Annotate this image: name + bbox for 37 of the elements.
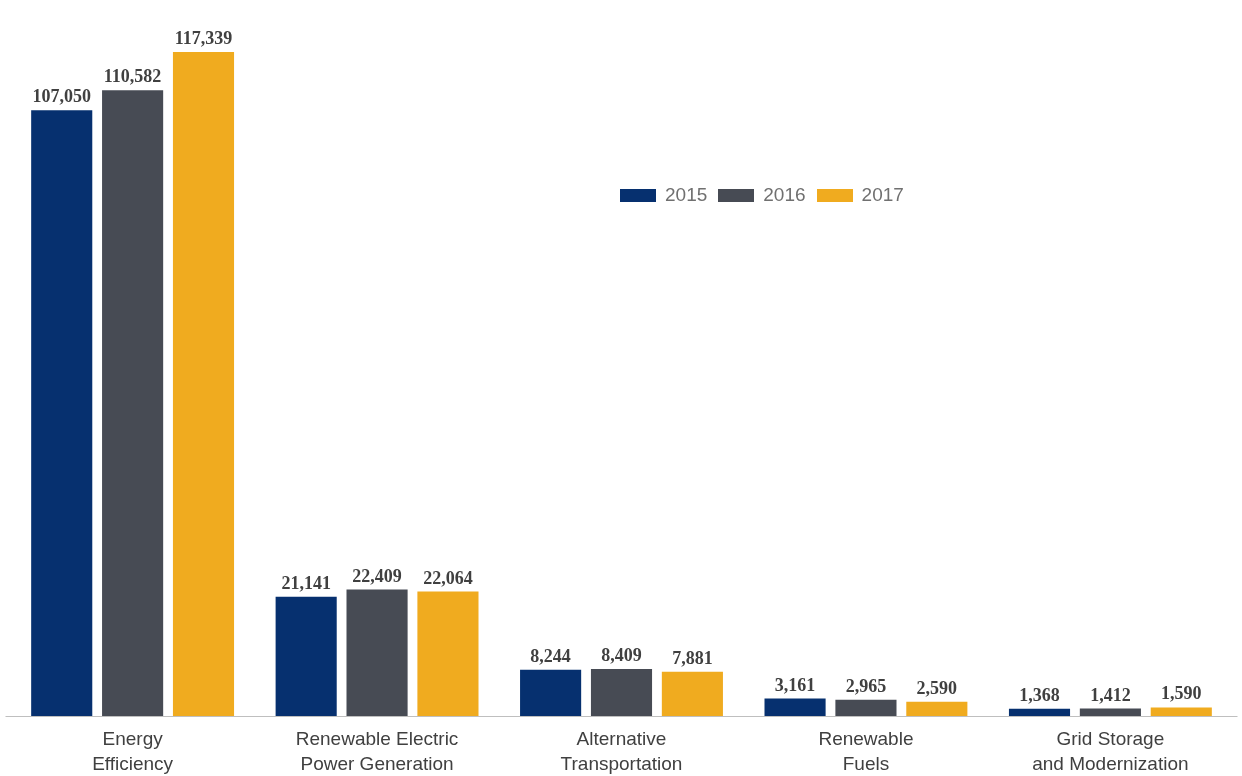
bar (346, 589, 408, 717)
data-label: 1,590 (1161, 683, 1202, 704)
bar (764, 698, 826, 717)
data-label: 21,141 (281, 572, 331, 593)
bar (590, 668, 653, 717)
bar (906, 701, 968, 717)
data-label: 1,368 (1019, 684, 1060, 705)
x-tick-label: Grid Storage and Modernization (1032, 727, 1189, 774)
data-label: 22,064 (423, 567, 473, 588)
x-tick-label: Renewable Electric Power Generation (295, 727, 459, 774)
data-label: 1,412 (1090, 684, 1131, 705)
x-tick-label: Renewable Fuels (818, 727, 914, 774)
bar (31, 110, 93, 717)
bar (172, 52, 235, 717)
data-label: 22,409 (352, 565, 402, 586)
data-label: 8,409 (601, 644, 642, 665)
data-label: 7,881 (672, 647, 713, 668)
bar (1150, 707, 1212, 717)
bar (520, 669, 582, 717)
bar (1008, 708, 1071, 717)
data-label: 110,582 (103, 66, 162, 87)
x-tick-label: Alternative Transportation (560, 727, 683, 774)
legend-label: 2017 (861, 184, 904, 206)
data-label: 2,590 (916, 677, 958, 698)
bar (275, 596, 337, 717)
data-label: 3,161 (774, 674, 816, 695)
bar (835, 699, 897, 717)
legend-label: 2016 (763, 184, 806, 206)
legend-label: 2015 (665, 184, 708, 206)
data-label: 8,244 (530, 645, 571, 666)
data-label: 2,965 (845, 675, 887, 696)
x-tick-label: Energy Efficiency (92, 727, 174, 774)
bar (102, 90, 164, 717)
bar (661, 671, 723, 717)
bar (417, 591, 479, 717)
data-label: 107,050 (32, 86, 91, 107)
data-label: 117,339 (174, 28, 233, 49)
